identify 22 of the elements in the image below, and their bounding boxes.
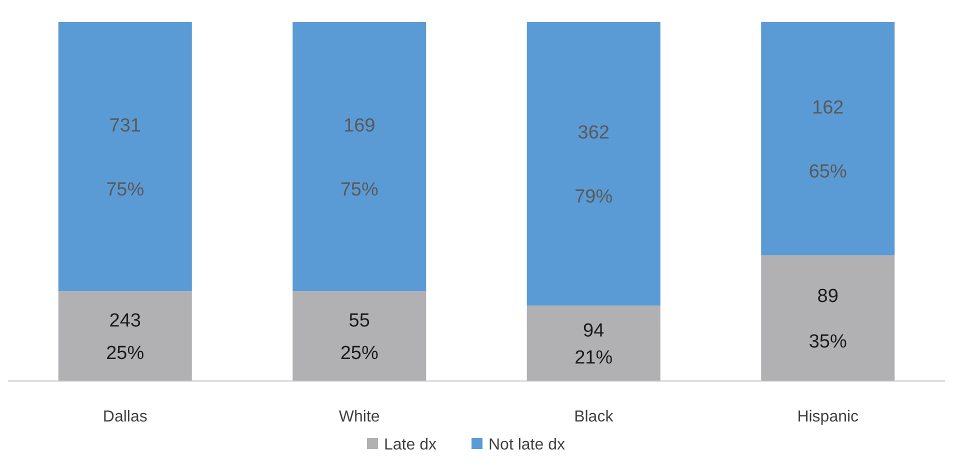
bar — [761, 255, 895, 381]
data-label: 94 21% — [574, 320, 613, 369]
bar — [526, 22, 660, 306]
x-tick-label: Hispanic — [797, 408, 859, 426]
x-tick-label: Dallas — [102, 408, 148, 426]
legend-label: Late dx — [384, 436, 436, 454]
bar — [58, 291, 192, 381]
bar — [761, 22, 895, 256]
text: 362 79% — [574, 122, 613, 208]
bar — [526, 306, 660, 381]
x-tick-label: Black — [574, 408, 614, 426]
data-label: 55 25% — [340, 310, 378, 364]
text: 731 75% — [106, 115, 144, 200]
bar — [58, 22, 192, 292]
text: 89 35% — [808, 286, 847, 352]
x-tick-label: White — [338, 408, 380, 426]
bar — [292, 291, 426, 381]
text: 169 75% — [340, 115, 378, 200]
bar — [292, 22, 426, 292]
text: 162 65% — [808, 97, 847, 182]
data-label: 243 25% — [106, 310, 144, 364]
legend-label: Not late dx — [488, 436, 565, 454]
